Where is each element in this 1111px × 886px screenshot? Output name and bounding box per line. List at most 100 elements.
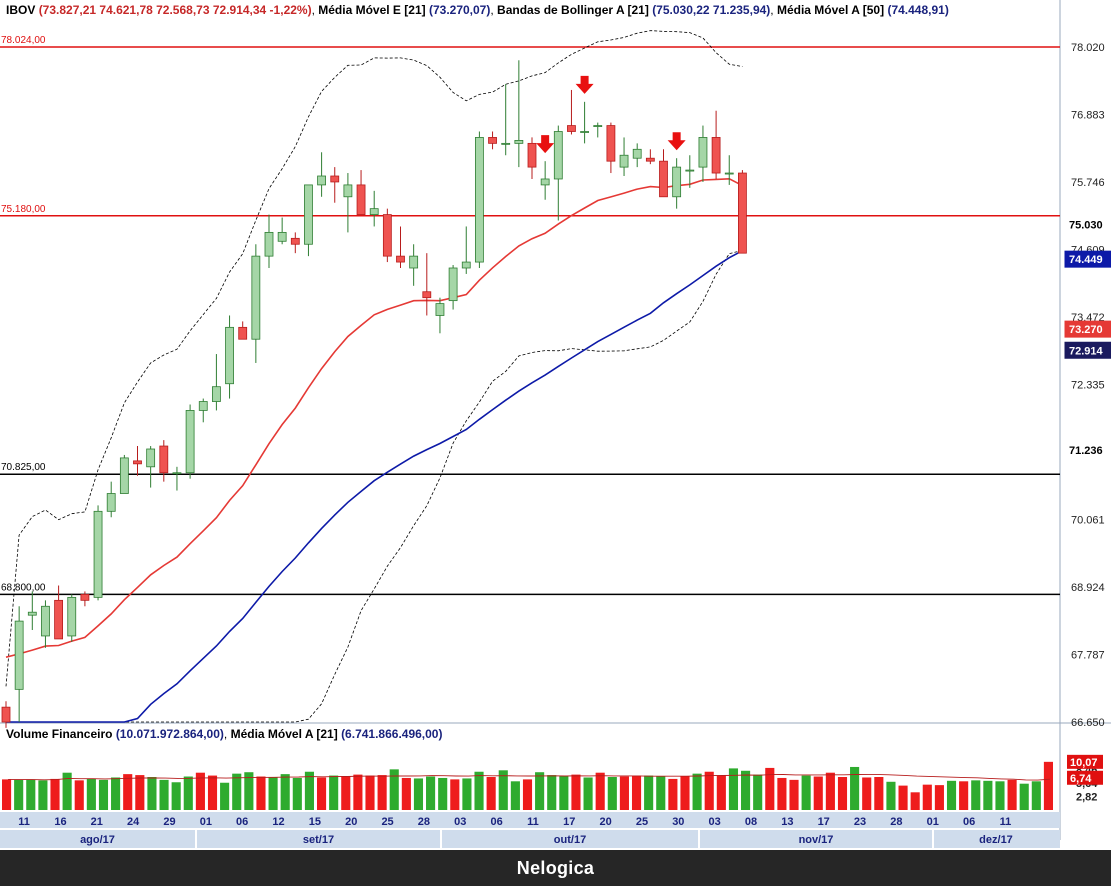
vol-value: (10.071.972.864,00) [115,727,224,741]
price-legend: IBOV (73.827,21 74.621,78 72.568,73 72.9… [6,3,949,17]
candle-body [317,175,327,186]
volume-bar [98,779,109,810]
price-tick: 75.746 [1071,177,1105,189]
price-tag [1064,216,1111,234]
volume-tag-label: 6,74 [1070,773,1092,785]
volume-bar [862,777,872,810]
volume-bar [837,777,848,810]
signal-arrow-icon [575,75,594,94]
candle-body [290,237,300,245]
candle-body [711,137,721,174]
volume-bar [631,775,642,810]
volume-bar [1007,779,1017,810]
volume-bar [86,778,96,810]
volume-bar [571,774,581,810]
volume-bar [450,779,460,810]
day-tick: 01 [200,816,212,828]
candle-body [619,154,629,168]
level-label: 75.180,00 [1,204,46,215]
volume-bar [14,779,24,810]
bollinger-upper [5,30,743,687]
candle-body [159,445,169,474]
volume-bar [280,774,290,810]
day-tick: 11 [1000,816,1012,828]
candle-body [41,605,50,637]
day-tick: 12 [272,816,284,828]
volume-bar [74,780,84,810]
price-tag-label: 71.236 [1069,445,1103,457]
month-tick: dez/17 [979,834,1013,846]
volume-bar [438,777,448,810]
price-tag [1064,250,1111,268]
price-tag [1064,341,1111,359]
day-tick: 11 [18,816,30,828]
candle-body [461,261,471,269]
volume-bar [583,777,593,810]
volume-bar [813,776,823,810]
volume-bar [789,779,799,810]
candle-body [448,267,458,302]
volume-bar [644,775,654,810]
volume-bar [462,778,472,810]
candle-body [304,184,313,245]
ema-value: (73.270,07) [428,3,491,17]
month-axis-background [0,830,1060,848]
volume-bar [1019,783,1029,810]
day-tick: 03 [454,816,466,828]
volume-bar [62,772,72,810]
volume-bar [389,769,399,810]
volume-bar [316,777,327,810]
volume-bar [135,775,145,810]
volume-bar [934,785,944,810]
volume-bar [959,781,969,810]
price-tag-label: 75.030 [1069,220,1103,232]
month-tick: ago/17 [80,834,115,846]
price-tick: 72.335 [1071,380,1105,392]
vol-label: Volume Financeiro [6,727,113,741]
candle-body [435,303,445,316]
volume-tag-label: 10,07 [1070,757,1098,769]
sma-50-line [6,249,743,723]
volume-bar [50,778,60,810]
volume-bar [874,777,884,810]
volume-bar [220,782,230,810]
candle-body [251,255,261,340]
day-tick: 11 [527,816,539,828]
candle-body [369,208,379,215]
candle-body [1,706,11,723]
volume-bar [426,776,436,810]
candle-body [724,172,734,175]
candle-body [80,594,90,601]
volume-bar [522,779,533,810]
volume-bar [801,775,811,810]
price-tag-label: 72.914 [1069,345,1104,357]
chart-svg: 78.024,00 75.180,00 70.825,00 68.800,00 78.… [0,0,1111,850]
day-tick: 24 [127,816,140,828]
day-tick: 21 [91,816,103,828]
candle-body [685,169,695,172]
volume-bar [232,773,242,810]
ibov-label: IBOV [6,3,36,17]
volume-bar [656,776,666,810]
price-axis-background [1060,0,1111,850]
volume-bar [341,776,351,810]
candle-body [330,175,340,183]
ema-21-line [5,177,743,658]
volume-bar [765,767,775,810]
candle-body [93,510,103,598]
volume-bar [535,772,545,810]
day-tick: 01 [927,816,939,828]
volume-bar [607,777,617,810]
volume-bar [728,768,739,810]
vol-ma-label: Média Móvel A [21] [230,727,338,741]
day-tick: 06 [963,816,975,828]
day-tick: 15 [309,816,321,828]
price-tick: 70.061 [1071,515,1105,527]
volume-bar [353,774,363,810]
candle-body [540,178,550,186]
volume-bar [195,772,205,810]
candle-body [277,231,287,242]
volume-bar [777,777,787,810]
level-label: 70.825,00 [1,462,46,473]
price-tag-label: 73.270 [1069,324,1103,336]
